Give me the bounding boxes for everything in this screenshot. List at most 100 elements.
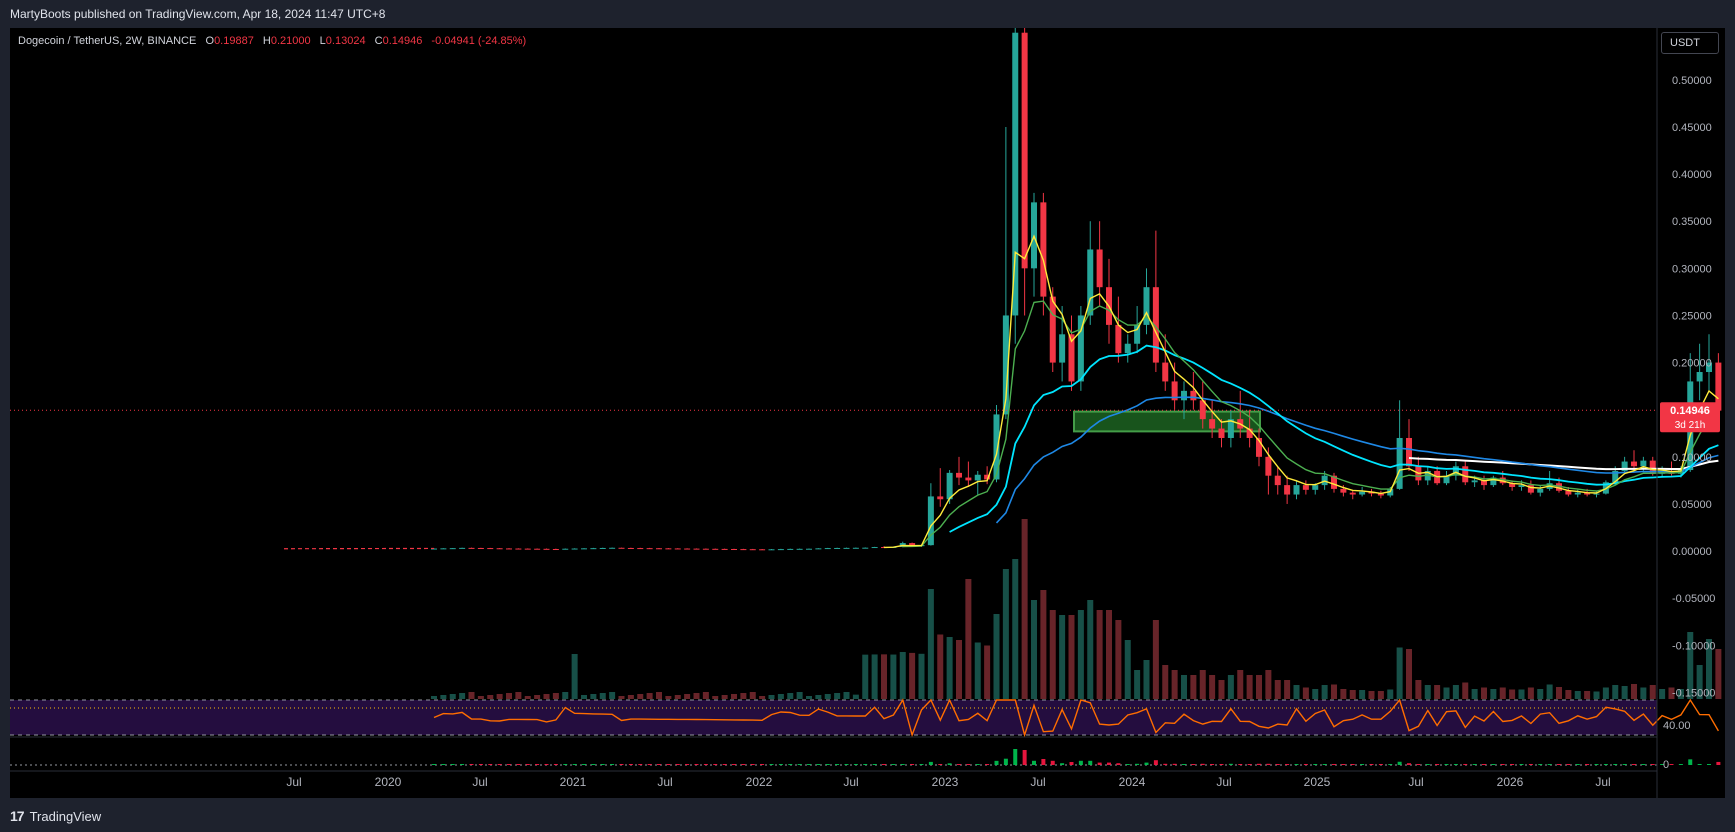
volume-bar — [1490, 689, 1497, 699]
symbol-name: Dogecoin / TetherUS, 2W, BINANCE — [18, 35, 197, 47]
volume-bar — [1649, 685, 1656, 699]
candle-body — [1087, 249, 1094, 316]
candle-body — [1012, 32, 1019, 316]
candle-body — [1190, 390, 1197, 401]
volume-bar — [1518, 689, 1525, 699]
macd-hist-bar — [1294, 764, 1299, 765]
macd-hist-bar — [713, 764, 718, 765]
candle-body — [496, 548, 503, 550]
y-tick-label: 0.45000 — [1672, 122, 1712, 134]
candle-body — [543, 548, 550, 550]
macd-hist-bar — [788, 764, 793, 765]
volume-bar — [1584, 691, 1591, 699]
ema-fast-line — [883, 234, 1719, 549]
volume-bar — [806, 696, 812, 699]
volume-bar — [1537, 689, 1544, 699]
candle-body — [515, 548, 522, 550]
macd-hist-bar — [1369, 764, 1374, 765]
candle-body — [571, 548, 578, 550]
tradingview-brand[interactable]: 17 TradingView — [10, 808, 101, 824]
volume-bar — [552, 693, 559, 699]
volume-bar — [637, 694, 644, 699]
macd-hist-bar — [816, 764, 821, 765]
macd-hist-bar — [760, 764, 765, 765]
volume-bar — [1659, 689, 1666, 699]
candle-body — [656, 548, 662, 550]
x-axis: Jul 2020 Jul 2021 Jul 2022 Jul 2023 Jul 2024 Jul 20… — [10, 770, 1657, 789]
candle-body — [1096, 249, 1103, 288]
volume-bar — [1162, 665, 1169, 699]
macd-hist-bar — [1697, 764, 1702, 765]
candle-body — [1537, 488, 1544, 493]
x-tick-label: 2024 — [1119, 775, 1146, 789]
candle-body — [1340, 488, 1347, 493]
volume-bar — [1574, 691, 1581, 699]
volume-bar — [1415, 680, 1422, 699]
x-tick-label: Jul — [1408, 775, 1423, 789]
macd-hist-bar — [1585, 764, 1590, 765]
volume-bar — [1171, 670, 1178, 699]
macd-hist-bar — [1332, 764, 1336, 765]
y-tick-label: 0.05000 — [1672, 499, 1712, 511]
macd-hist-bar — [1172, 763, 1177, 765]
macd-hist-bar — [1257, 763, 1261, 765]
volume-bar — [618, 696, 625, 699]
candle-body — [1556, 483, 1562, 491]
macd-hist-bar — [441, 764, 446, 765]
macd-hist-bar — [694, 764, 699, 765]
candle-body — [806, 548, 812, 550]
x-tick-label: 2022 — [746, 775, 773, 789]
candle-body — [562, 548, 569, 550]
candle-body — [1181, 390, 1187, 401]
macd-hist-bar — [553, 764, 558, 765]
x-tick-label: Jul — [286, 775, 301, 789]
x-tick-label: Jul — [472, 775, 487, 789]
macd-hist-bar — [1669, 764, 1674, 765]
moving-averages — [283, 234, 1719, 550]
macd-hist-bar — [1163, 763, 1168, 765]
volume-bar — [777, 694, 784, 699]
volume-bar — [1246, 675, 1253, 699]
macd-hist-bar — [910, 764, 915, 765]
candle-body — [1274, 475, 1281, 486]
volume-bar — [749, 692, 756, 699]
candle-body — [881, 547, 887, 549]
volume-bar — [824, 694, 831, 699]
volume-bar — [815, 695, 822, 699]
macd-hist-bar — [628, 764, 633, 765]
candle-body — [937, 496, 944, 500]
macd-hist-bar — [563, 764, 568, 765]
volume-bar — [712, 696, 719, 699]
macd-hist-bar — [1688, 759, 1693, 765]
volume-bar — [974, 642, 981, 699]
volume-bar — [1002, 569, 1009, 699]
macd-hist-bar — [741, 764, 746, 765]
macd-hist-bar — [1097, 762, 1102, 765]
volume-bar — [1284, 680, 1291, 699]
macd-hist-bar — [1313, 764, 1318, 765]
x-tick-label: 2023 — [932, 775, 959, 789]
candle-body — [843, 547, 850, 549]
price-tag-countdown: 3d 21h — [1675, 420, 1706, 431]
candle-body — [1134, 324, 1141, 344]
macd-hist-bar — [675, 764, 680, 765]
volume-bar — [590, 694, 597, 699]
currency-button[interactable]: USDT — [1661, 32, 1719, 54]
y-tick-label: 0.20000 — [1672, 358, 1712, 370]
macd-hist-bar — [544, 764, 549, 765]
macd-hist-bar — [835, 764, 840, 765]
y-tick-label: 0.10000 — [1672, 452, 1712, 464]
macd-hist-bar — [882, 764, 886, 765]
macd-hist-bar — [582, 764, 586, 765]
macd-hist-bar — [600, 764, 605, 765]
volume-bar — [1124, 640, 1131, 699]
candles — [431, 28, 1722, 551]
y-tick-label: -0.15000 — [1672, 687, 1715, 699]
macd-hist-bar — [778, 764, 783, 765]
candle-body — [1527, 485, 1534, 493]
candle-body — [974, 474, 981, 481]
candle-body — [1612, 470, 1619, 483]
candle-body — [487, 548, 494, 550]
x-tick-label: Jul — [1216, 775, 1231, 789]
